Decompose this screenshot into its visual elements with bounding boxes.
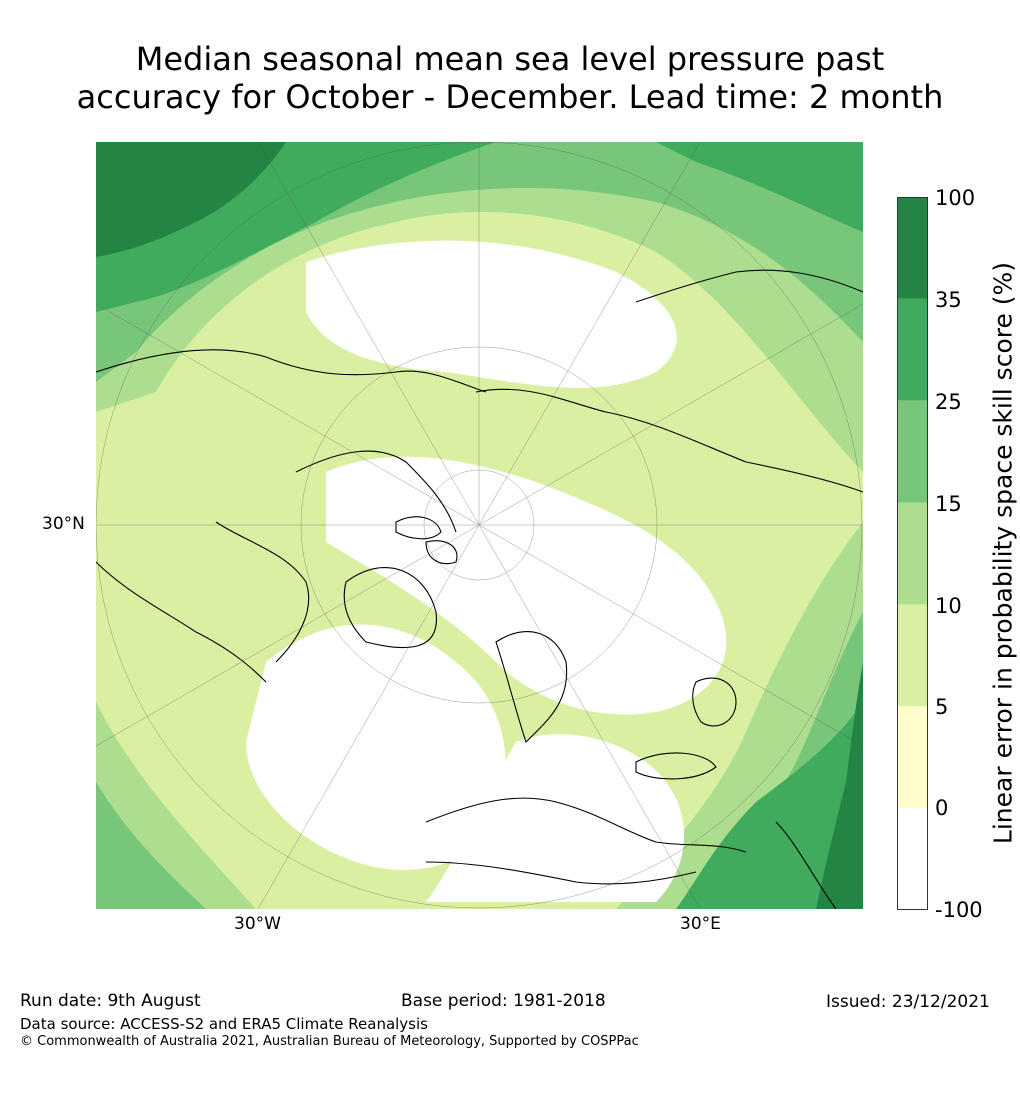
skill-score-map [96,142,863,909]
coastline-greenland [343,567,437,649]
coastline-hudson [215,521,310,663]
issued-date: Issued: 23/12/2021 [826,992,990,1012]
colorbar-bin [897,502,928,605]
coastline-east-na [96,561,267,683]
base-period: Base period: 1981-2018 [401,991,606,1011]
skill-area-darkest-green [96,142,286,257]
lon-label-30e: 30°E [680,914,721,934]
coastline-scandinavia [495,631,568,744]
colorbar-tick: 35 [935,288,962,312]
colorbar-bin [897,400,928,503]
data-source: Data source: ACCESS-S2 and ERA5 Climate … [20,1015,428,1033]
skill-area-darker-green-se [676,702,863,909]
colorbar-tick: 25 [935,390,962,414]
colorbar-label: Linear error in probability space skill … [988,261,1018,845]
skill-area-white-north [306,240,677,388]
lat-label-30n: 30°N [42,514,85,534]
colorbar-tick: -100 [935,898,983,922]
skill-area-darkest-green-se [816,662,863,909]
coastline-black-sea [635,752,717,780]
title-line-1: Median seasonal mean sea level pressure … [135,40,885,78]
colorbar-bin [897,808,928,910]
colorbar-bin [897,298,928,401]
copyright: © Commonwealth of Australia 2021, Austra… [20,1034,639,1049]
coastline-siberia [475,388,863,493]
graticule [96,142,863,909]
skill-area-darker-green-ne [656,142,863,232]
coastline-arctic-islands [395,516,458,565]
skill-area-white-atlantic [246,624,506,870]
title-line-2: accuracy for October - December. Lead ti… [76,78,944,116]
chart-title: Median seasonal mean sea level pressure … [0,40,1020,116]
coastline-caspian [692,677,737,727]
coastline-europe [425,797,747,853]
colorbar [897,197,928,910]
colorbar-tick: 15 [935,492,962,516]
coastline-mediterranean [425,861,697,885]
lon-label-30w: 30°W [234,914,281,934]
colorbar-bin [897,197,928,299]
colorbar-outline [897,197,928,910]
colorbar-bin [897,706,928,809]
coastline-india [775,821,837,909]
skill-area-green-sw [96,782,206,909]
colorbar-tick: 10 [935,594,962,618]
colorbar-bin [897,604,928,707]
colorbar-tick: 0 [935,796,949,820]
skill-area-white-europe [426,734,685,902]
colorbar-tick: 5 [935,695,949,719]
coastline-kamchatka [635,269,863,303]
coastline-north-america [96,349,487,393]
run-date: Run date: 9th August [20,991,201,1011]
colorbar-tick: 100 [935,186,976,210]
skill-area-white-central [326,456,727,715]
coastline-canada [295,450,457,533]
